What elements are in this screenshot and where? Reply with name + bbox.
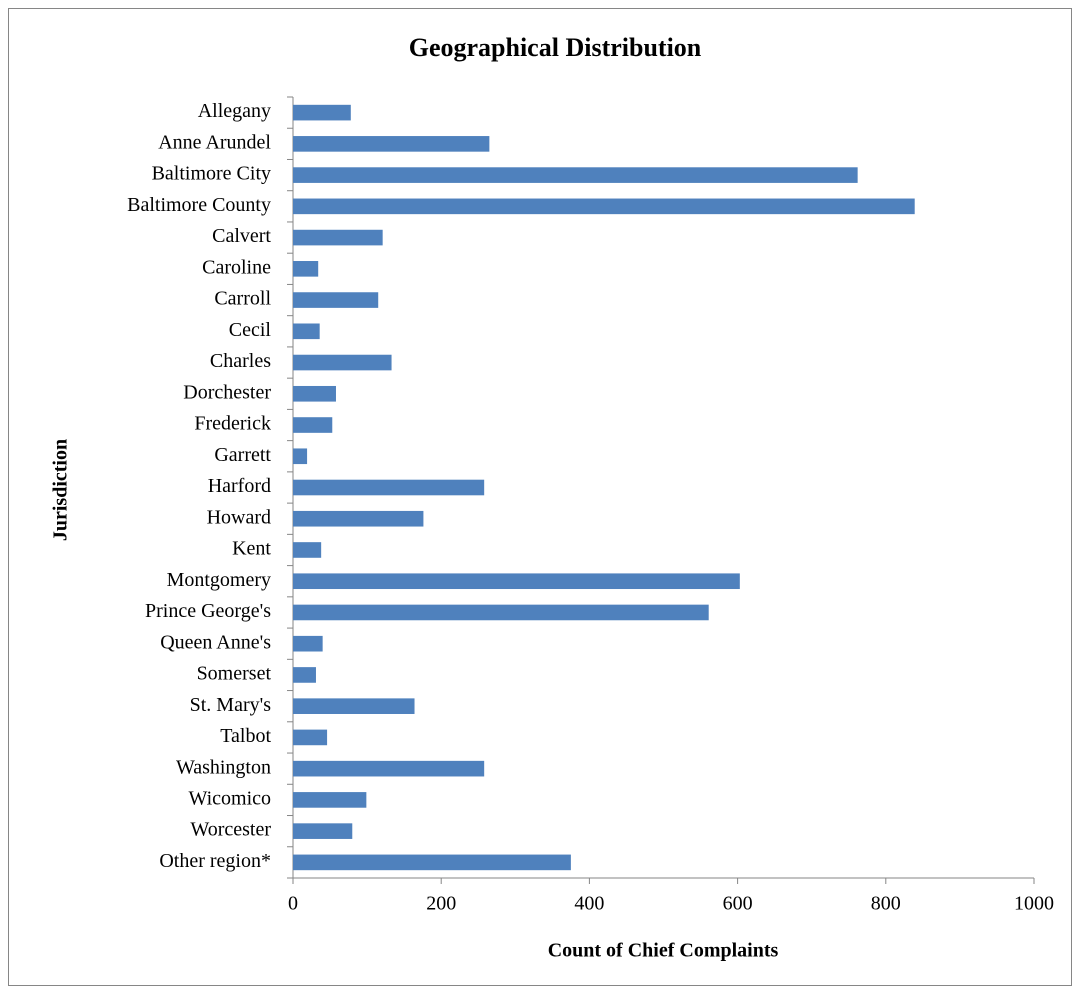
- bar: [293, 229, 383, 246]
- y-tick-label: Anne Arundel: [158, 131, 271, 153]
- bar: [293, 698, 415, 714]
- bar: [293, 261, 319, 277]
- x-tick-label: 800: [871, 893, 901, 915]
- y-tick-label: Dorchester: [183, 381, 271, 403]
- y-tick-label: Queen Anne's: [160, 631, 271, 653]
- y-tick-label: Baltimore City: [152, 163, 271, 185]
- y-tick-label: Cecil: [229, 319, 272, 341]
- bar: [293, 760, 485, 777]
- bar: [293, 510, 424, 527]
- bar: [293, 573, 740, 590]
- y-tick-label: Charles: [210, 350, 271, 372]
- bar: [293, 136, 490, 152]
- bar: [293, 635, 323, 652]
- y-tick-label: Kent: [232, 538, 271, 560]
- y-tick-label: Howard: [207, 506, 271, 528]
- bar: [293, 729, 328, 746]
- bar: [293, 198, 915, 215]
- bar: [293, 104, 351, 121]
- y-tick-label: Harford: [208, 475, 271, 497]
- y-tick-label: Montgomery: [167, 569, 271, 591]
- chart-title: Geographical Distribution: [409, 33, 702, 62]
- bar: [293, 167, 858, 183]
- y-tick-label: Talbot: [220, 725, 271, 747]
- x-tick-label: 600: [723, 893, 753, 915]
- chart-border: [8, 8, 1072, 986]
- bar: [293, 417, 333, 433]
- bar: [293, 292, 379, 308]
- y-tick-label: Calvert: [212, 225, 271, 247]
- y-tick-label: Baltimore County: [127, 194, 271, 216]
- bar: [293, 354, 392, 371]
- bar: [293, 448, 308, 465]
- bar: [293, 792, 367, 808]
- y-tick-label: Somerset: [197, 663, 272, 685]
- bar: [293, 604, 709, 621]
- y-tick-label: Other region*: [159, 850, 271, 872]
- bar: [293, 323, 320, 340]
- y-tick-label: Worcester: [190, 819, 271, 841]
- bar: [293, 542, 322, 558]
- x-tick-label: 0: [288, 893, 298, 915]
- y-tick-label: Frederick: [194, 413, 271, 435]
- x-axis-title: Count of Chief Complaints: [548, 940, 779, 962]
- bar: [293, 823, 353, 839]
- y-tick-label: Allegany: [198, 100, 271, 122]
- y-tick-label: Prince George's: [145, 600, 271, 622]
- x-tick-label: 400: [574, 893, 604, 915]
- y-tick-label: St. Mary's: [190, 694, 272, 716]
- x-tick-label: 1000: [1014, 893, 1054, 915]
- bar: [293, 479, 485, 496]
- bar: [293, 385, 336, 402]
- y-tick-label: Garrett: [214, 444, 271, 466]
- y-tick-label: Caroline: [202, 256, 271, 278]
- y-tick-label: Carroll: [214, 288, 271, 310]
- x-tick-label: 200: [426, 893, 456, 915]
- y-tick-label: Washington: [176, 756, 271, 778]
- y-tick-label: Wicomico: [189, 787, 272, 809]
- bar: [293, 854, 571, 871]
- bar: [293, 667, 316, 683]
- y-axis-title: Jurisdiction: [50, 439, 72, 541]
